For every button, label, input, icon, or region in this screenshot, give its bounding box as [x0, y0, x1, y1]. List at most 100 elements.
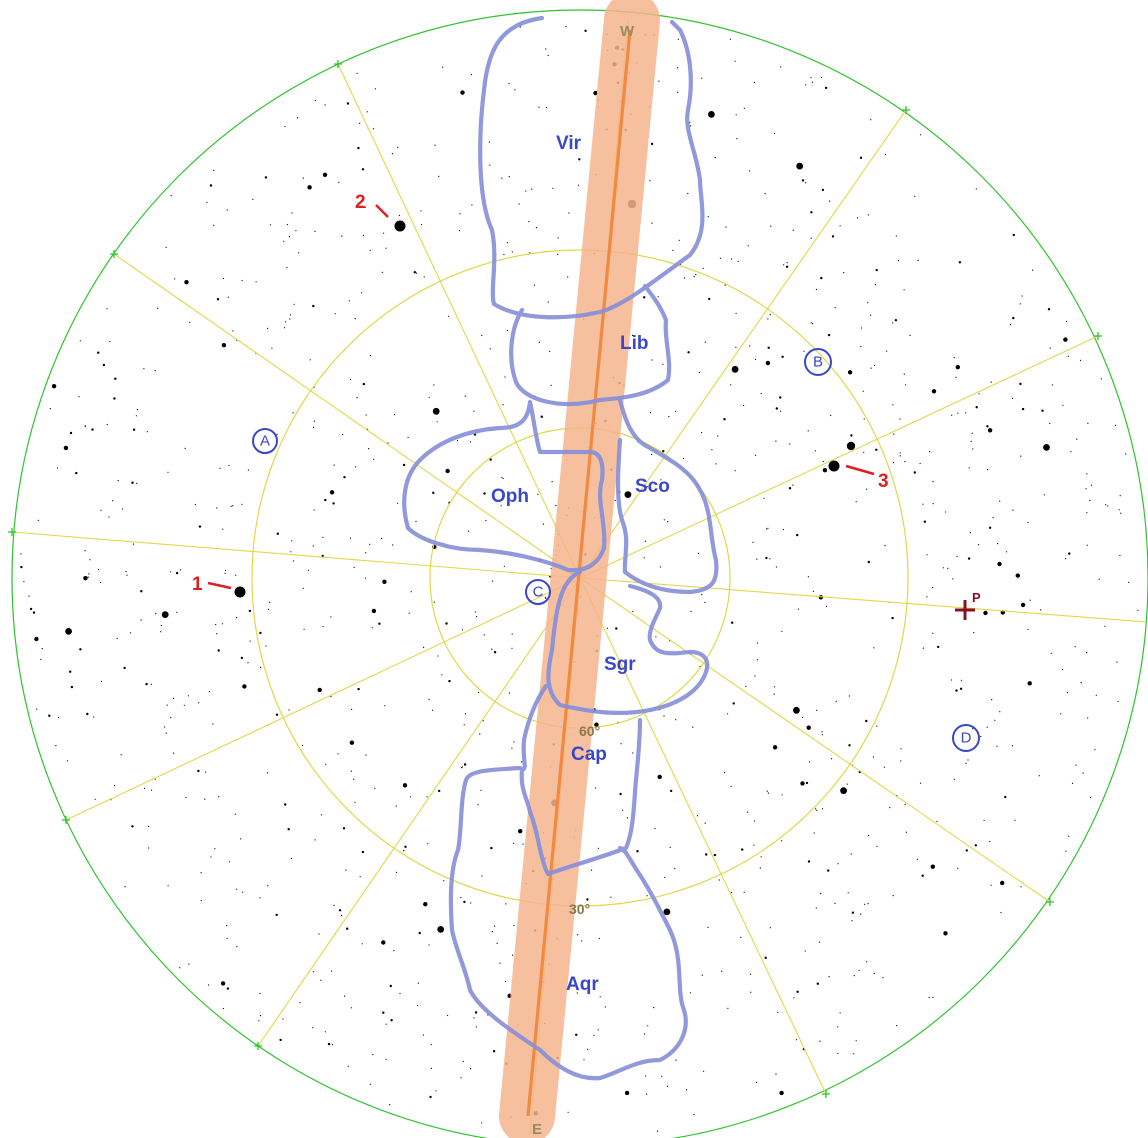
star [160, 624, 162, 627]
star [463, 724, 465, 726]
star [900, 748, 902, 750]
star [474, 611, 476, 613]
star [754, 820, 756, 822]
star [131, 481, 134, 484]
star [343, 476, 346, 479]
star [413, 271, 416, 274]
star [361, 850, 365, 854]
star [921, 874, 924, 877]
star [932, 481, 934, 483]
star [622, 809, 624, 811]
star [828, 460, 840, 472]
star [683, 277, 686, 279]
star [816, 809, 818, 811]
star [459, 213, 461, 215]
star [383, 232, 385, 234]
star [853, 975, 855, 977]
star [269, 224, 272, 226]
star [170, 571, 172, 573]
star [481, 875, 483, 877]
star [1041, 409, 1044, 412]
star [356, 72, 358, 74]
star [1005, 551, 1008, 553]
star [707, 926, 709, 929]
star [702, 267, 704, 269]
star [402, 463, 406, 467]
star [226, 937, 228, 940]
star [604, 1006, 606, 1008]
star [114, 377, 117, 380]
star [489, 164, 491, 166]
star [434, 144, 436, 146]
star [840, 787, 847, 795]
star [371, 627, 373, 629]
star [267, 885, 269, 887]
altitude-label-60: 60° [579, 723, 600, 739]
star [37, 519, 39, 522]
star [818, 941, 821, 943]
star [867, 903, 869, 905]
star [362, 382, 365, 386]
star [94, 798, 96, 800]
star [354, 801, 356, 803]
star [236, 946, 238, 948]
star [79, 648, 82, 651]
star [428, 944, 430, 946]
star [873, 364, 876, 366]
star [763, 497, 765, 499]
star [483, 492, 486, 495]
star [174, 278, 176, 280]
star [827, 333, 831, 337]
star [528, 221, 530, 223]
star [669, 846, 671, 849]
star [483, 634, 485, 636]
star [471, 204, 473, 206]
star [361, 292, 363, 294]
star [848, 744, 851, 747]
star [872, 756, 875, 758]
star [820, 76, 823, 78]
star [658, 80, 660, 82]
star [850, 853, 852, 855]
star [167, 471, 169, 473]
star [810, 211, 813, 214]
star [41, 648, 43, 650]
star [461, 629, 463, 631]
star [646, 486, 648, 488]
star [161, 611, 169, 618]
star [242, 891, 244, 893]
star [531, 188, 533, 190]
star [508, 692, 510, 694]
star [779, 396, 782, 399]
star [106, 308, 108, 310]
star [957, 867, 959, 869]
star [420, 223, 423, 226]
star [734, 470, 736, 472]
star [904, 803, 906, 805]
star [1071, 782, 1074, 785]
star [932, 503, 934, 505]
star [1020, 455, 1022, 457]
annotation-pointer [845, 464, 875, 476]
star [828, 976, 830, 978]
star [208, 984, 210, 986]
star [587, 1048, 589, 1050]
star [366, 111, 368, 113]
star [947, 567, 949, 570]
star [522, 843, 524, 845]
star [557, 237, 559, 239]
star [391, 153, 393, 155]
star [968, 467, 970, 469]
star [631, 334, 634, 336]
star [813, 832, 815, 834]
star [322, 536, 324, 539]
star [892, 404, 894, 406]
altitude-label-30: 30° [569, 901, 590, 917]
star [858, 969, 860, 972]
star [755, 1081, 758, 1083]
star [1011, 397, 1014, 399]
star [663, 908, 671, 916]
star [365, 754, 367, 756]
star [368, 448, 370, 450]
star [978, 393, 980, 395]
